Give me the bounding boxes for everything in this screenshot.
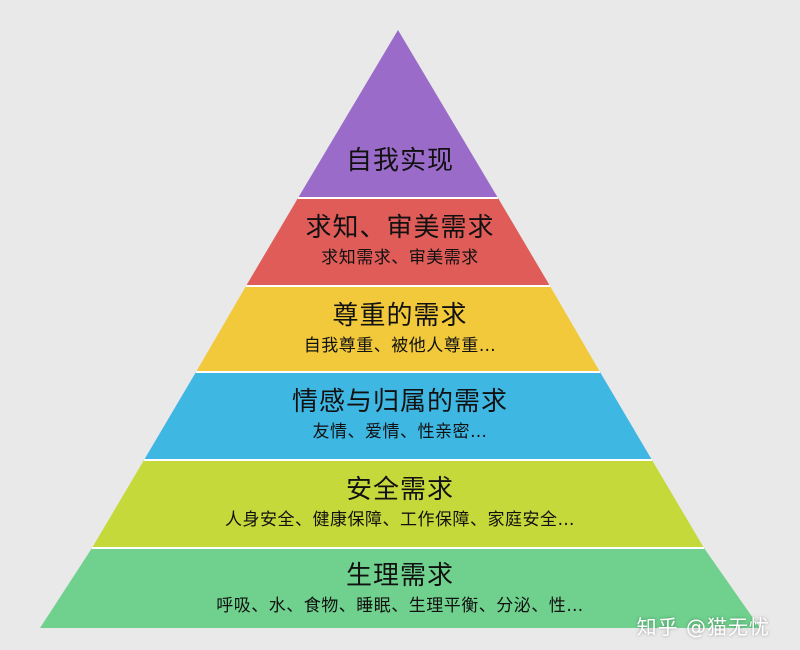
level-cognitive-aesthetic xyxy=(246,198,550,286)
level-physiological xyxy=(40,548,760,628)
level-safety xyxy=(92,460,704,548)
level-love-belonging xyxy=(144,372,652,460)
level-esteem xyxy=(196,286,600,372)
watermark: 知乎 @猫无忧 xyxy=(636,615,770,639)
level-self-actualization xyxy=(298,30,498,198)
